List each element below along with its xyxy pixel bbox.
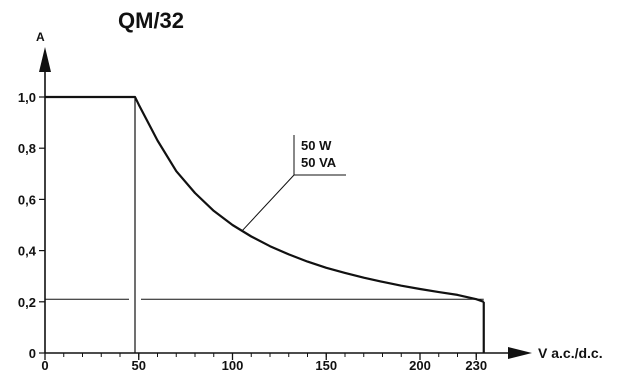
annotation-label-50w: 50 W [301, 138, 332, 153]
y-tick-label: 1,0 [18, 90, 36, 105]
x-tick-label: 150 [315, 358, 337, 373]
y-ticks: 0 0,2 0,4 0,6 0,8 1,0 [18, 90, 45, 361]
reference-lines [45, 97, 485, 353]
axes [39, 47, 532, 359]
x-tick-label: 200 [409, 358, 431, 373]
x-tick-label: 0 [41, 358, 48, 373]
y-tick-label: 0,6 [18, 192, 36, 207]
x-tick-label: 100 [222, 358, 244, 373]
chart-title: QM/32 [118, 8, 184, 33]
x-ticks: 0 50 100 150 200 230 [41, 353, 487, 373]
series-line [45, 95, 485, 303]
y-tick-label: 0 [29, 346, 36, 361]
annotation: 50 W 50 VA [241, 135, 346, 232]
annotation-pointer [241, 174, 295, 232]
x-tick-label: 50 [132, 358, 146, 373]
y-axis-label: A [36, 30, 45, 44]
y-tick-label: 0,8 [18, 141, 36, 156]
y-tick-label: 0,2 [18, 295, 36, 310]
annotation-label-50va: 50 VA [301, 155, 337, 170]
x-axis-arrow [508, 347, 532, 359]
y-tick-label: 0,4 [18, 244, 37, 259]
x-axis-label: V a.c./d.c. [538, 345, 603, 361]
y-axis-arrow [39, 47, 51, 72]
x-tick-label: 230 [465, 358, 487, 373]
